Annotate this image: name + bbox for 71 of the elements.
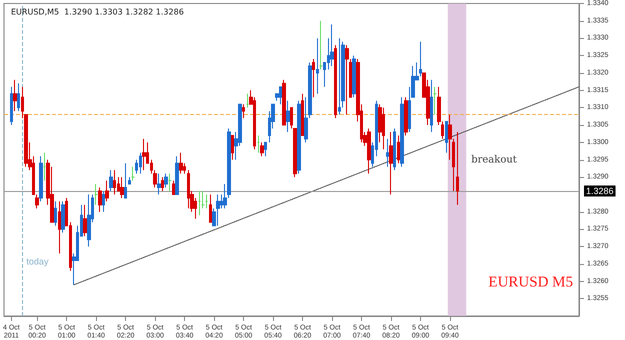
candlestick [164, 173, 168, 188]
candlestick [260, 142, 264, 157]
candlestick [297, 100, 301, 174]
candlestick [382, 107, 385, 150]
candlestick [39, 156, 43, 202]
candlestick [139, 152, 142, 174]
candlestick [397, 134, 400, 164]
candlestick [142, 138, 146, 171]
candlestick [94, 184, 98, 206]
candlestick [17, 82, 20, 112]
candlestick [445, 121, 448, 154]
candlestick [198, 190, 201, 216]
candlestick [179, 152, 183, 174]
candlestick [367, 128, 371, 174]
candlestick [316, 38, 319, 94]
candlestick [242, 104, 245, 119]
candlestick [430, 79, 433, 132]
candlestick [312, 58, 315, 98]
candlestick [257, 134, 260, 154]
candlestick [389, 131, 393, 195]
candlestick [282, 79, 286, 126]
candlestick [386, 138, 389, 168]
candlestick [172, 180, 175, 195]
candlestick [109, 170, 113, 192]
candlestick [61, 200, 65, 234]
candlestick [404, 96, 408, 136]
candlestick [83, 204, 87, 237]
candlestick [209, 194, 212, 223]
candlestick [393, 128, 396, 171]
candlestick [400, 96, 404, 168]
candlestick [87, 194, 91, 248]
candlestick [419, 41, 422, 77]
candlestick [456, 131, 459, 206]
ref-line-label: 1.3286 [586, 186, 614, 196]
candlestick [105, 180, 109, 202]
candlestick [124, 162, 127, 198]
candlestick [102, 190, 105, 212]
candlestick [43, 152, 46, 182]
candlestick [330, 24, 334, 66]
candlestick [131, 166, 135, 182]
candlestick [338, 38, 341, 116]
candlestick [345, 44, 349, 116]
candlestick [168, 173, 172, 192]
candlestick [246, 93, 249, 108]
candlestick [10, 86, 13, 126]
candlestick [205, 194, 208, 209]
candlestick [157, 173, 161, 195]
candlestick [175, 156, 179, 195]
candlestick [113, 170, 116, 195]
candlestick [120, 176, 124, 198]
candlestick [319, 20, 323, 70]
annotation: EURUSD M5 [488, 274, 574, 290]
candlestick [216, 194, 220, 226]
candlestick [231, 134, 234, 160]
candlestick [13, 79, 17, 112]
candlestick [433, 86, 437, 116]
candlestick [128, 176, 131, 185]
candlestick [352, 55, 356, 98]
candlestick [301, 93, 304, 136]
candlestick [54, 200, 57, 226]
candlestick [286, 100, 290, 132]
candlestick [187, 170, 190, 209]
ref-line-label: today [26, 256, 49, 266]
band-label: breakout [471, 154, 517, 166]
candlestick [58, 200, 61, 254]
text: EURUSD,M5 1.3290 1.3303 1.3282 1.3286 [11, 8, 184, 16]
candlestick [264, 142, 267, 157]
candlestick [334, 44, 337, 119]
candlestick [98, 187, 102, 212]
candlestick [161, 176, 164, 192]
candlestick [279, 86, 282, 105]
